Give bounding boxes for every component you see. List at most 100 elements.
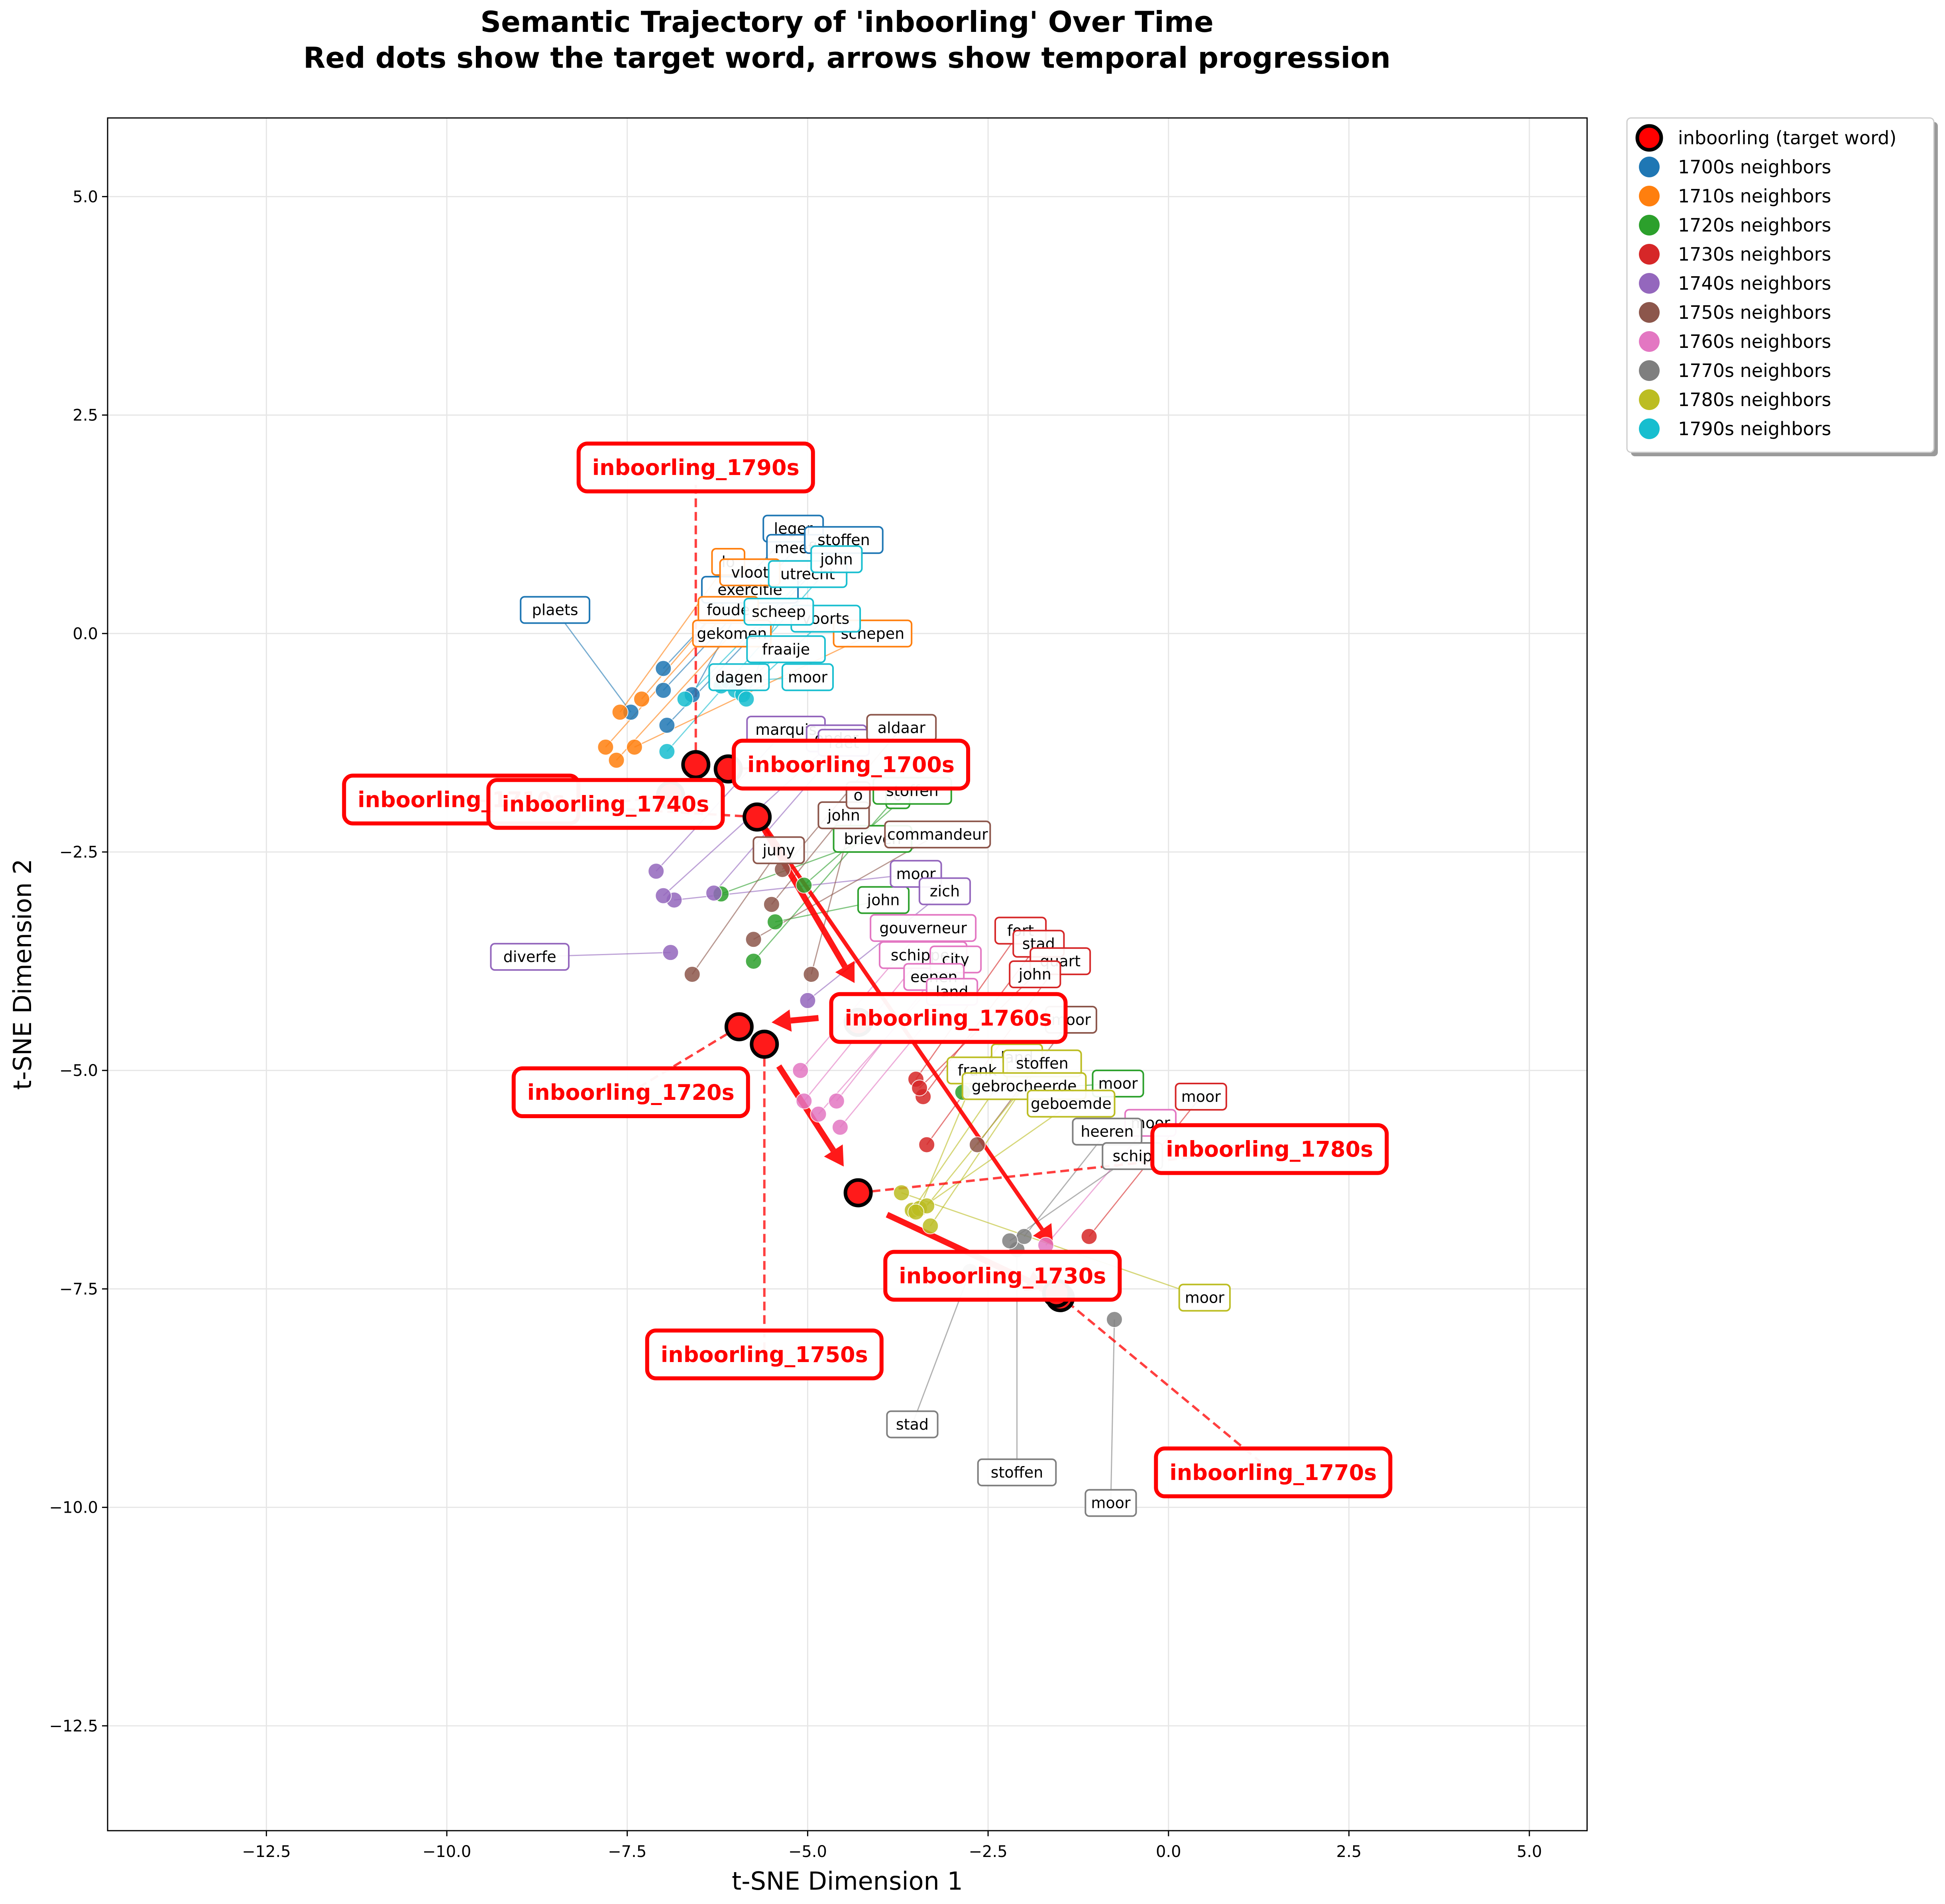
target-label: inboorling_1750s: [661, 1342, 868, 1367]
neighbor-connector: [753, 795, 898, 962]
neighbor-point: [655, 887, 672, 904]
neighbor-point: [799, 992, 816, 1009]
target-label-line: [1056, 1292, 1274, 1474]
legend-label: 1750s neighbors: [1678, 302, 1831, 323]
neighbor-point: [893, 1184, 910, 1201]
neighbor-point: [655, 682, 672, 699]
neighbor-label-box: [520, 596, 591, 624]
legend-label: 1760s neighbors: [1678, 331, 1831, 352]
x-axis: −12.5 −10.0 −7.5 −5.0 −2.5 0.0 2.5 5.0: [242, 1831, 1542, 1861]
target-label-box: [576, 442, 815, 494]
neighbor-point: [608, 752, 625, 769]
legend-marker: [1639, 331, 1660, 352]
neighbor-label: aldaar: [878, 719, 926, 737]
x-tick-label: 0.0: [1156, 1843, 1181, 1861]
x-axis-label: t-SNE Dimension 1: [732, 1867, 963, 1896]
neighbor-point: [1106, 1311, 1123, 1328]
neighbor-point: [655, 660, 672, 677]
target-label: inboorling_1790s: [592, 455, 800, 480]
neighbor-labels: legermeeftstoffenplaetsexercitielovlootf…: [490, 514, 1231, 1517]
neighbor-point: [828, 1092, 845, 1109]
target-label-box: [486, 778, 725, 830]
y-axis: 5.0 2.5 0.0 −2.5 −5.0 −7.5 −10.0 −12.5: [49, 188, 108, 1735]
neighbor-point: [803, 966, 820, 983]
neighbor-connector: [1024, 1131, 1108, 1237]
neighbor-label: geboemde: [1031, 1095, 1112, 1113]
target-label-box: [732, 738, 971, 791]
trajectory-arrow-shaft: [790, 1015, 819, 1024]
legend-marker: [1639, 186, 1660, 206]
neighbor-label: commandeur: [887, 826, 988, 843]
target-label-box: [511, 1066, 750, 1119]
neighbor-point: [766, 913, 784, 930]
y-tick-label: −10.0: [49, 1499, 98, 1517]
x-tick-label: −2.5: [969, 1843, 1008, 1861]
target-label: inboorling_1770s: [1169, 1460, 1377, 1485]
neighbor-point: [922, 1217, 939, 1235]
neighbor-label: heeren: [1081, 1123, 1134, 1140]
legend-marker: [1639, 273, 1660, 294]
legend-label: 1700s neighbors: [1678, 156, 1831, 178]
legend-label: 1740s neighbors: [1678, 273, 1831, 294]
neighbor-point: [684, 966, 701, 983]
neighbor-label-box: [752, 836, 805, 864]
neighbor-point: [676, 691, 694, 708]
neighbor-point: [648, 863, 665, 880]
neighbor-label: o: [854, 786, 863, 804]
trajectory-arrow-head: [835, 961, 855, 983]
neighbor-point: [796, 877, 813, 894]
neighbor-label-box: [857, 886, 910, 914]
neighbor-point: [918, 1136, 935, 1153]
neighbor-point: [658, 743, 676, 760]
legend-marker: [1639, 215, 1660, 236]
neighbor-point: [745, 953, 762, 970]
neighbor-point: [658, 717, 676, 734]
neighbor-label: john: [1018, 966, 1051, 983]
neighbor-point: [745, 931, 762, 948]
neighbor-label: vloot: [731, 563, 768, 581]
neighbor-label-box: [918, 877, 971, 905]
neighbor-label-box: [1175, 1083, 1227, 1111]
x-tick-label: −7.5: [608, 1843, 646, 1861]
legend-marker-target: [1635, 124, 1663, 152]
neighbor-label-box: [886, 1410, 939, 1439]
target-point: [724, 1012, 754, 1042]
neighbor-label: moor: [1098, 1075, 1138, 1092]
y-axis-label: t-SNE Dimension 2: [8, 859, 37, 1090]
neighbor-connector: [929, 1085, 1025, 1227]
target-label: inboorling_1740s: [502, 791, 709, 817]
neighbor-point: [763, 896, 780, 913]
neighbor-point: [810, 1105, 827, 1123]
neighbor-label: zich: [930, 883, 960, 900]
trajectory-arrow-head: [824, 1144, 844, 1167]
neighbor-connector: [807, 891, 945, 1001]
target-point: [843, 1178, 873, 1207]
neighbor-point: [831, 1119, 849, 1136]
legend-marker: [1639, 157, 1660, 177]
neighbor-point: [796, 1092, 813, 1109]
target-label-box: [1150, 1123, 1389, 1175]
legend-marker: [1639, 302, 1660, 323]
neighbor-label: schip: [1113, 1147, 1152, 1165]
legend: inboorling (target word) 1700s neighbors 1…: [1626, 117, 1938, 456]
x-tick-label: 5.0: [1517, 1843, 1542, 1861]
target-point: [750, 1029, 779, 1059]
neighbor-label-box: [781, 663, 834, 691]
neighbor-point: [1016, 1228, 1033, 1245]
legend-label: 1790s neighbors: [1678, 418, 1831, 440]
neighbor-label: diverfe: [503, 948, 556, 966]
target-label-box: [1154, 1446, 1393, 1498]
neighbor-point: [908, 1203, 925, 1221]
neighbor-label-box: [490, 943, 570, 971]
x-tick-label: −5.0: [788, 1843, 827, 1861]
neighbor-label: john: [827, 807, 860, 824]
x-tick-label: 2.5: [1336, 1843, 1362, 1861]
neighbor-connector: [554, 609, 631, 713]
neighbor-label-box: [977, 1458, 1057, 1486]
target-label: inboorling_1700s: [747, 752, 955, 777]
target-label: inboorling_1730s: [899, 1264, 1106, 1289]
legend-marker: [1639, 418, 1660, 439]
neighbor-point: [1001, 1232, 1018, 1249]
neighbor-label-box: [746, 635, 826, 663]
